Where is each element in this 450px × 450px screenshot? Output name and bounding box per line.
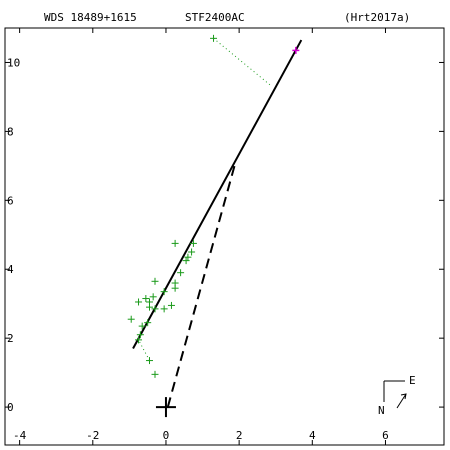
x-tick-label: -2 <box>86 429 99 442</box>
plot-border <box>4 27 445 446</box>
x-tick-label: 4 <box>309 429 316 442</box>
observation-point <box>171 279 179 287</box>
observation-point <box>188 248 196 256</box>
observation-point <box>138 322 146 330</box>
y-tick-label: 10 <box>7 56 20 69</box>
x-tick-label: 2 <box>236 429 243 442</box>
residual-links <box>138 37 273 361</box>
x-tick-label: -4 <box>13 429 27 442</box>
compass-north-label: N <box>378 404 385 417</box>
orbit-reference: (Hrt2017a) <box>344 11 410 24</box>
observation-point <box>171 239 179 247</box>
x-tick-label: 6 <box>382 429 389 442</box>
observation-point <box>189 239 197 247</box>
observation-point <box>135 298 143 306</box>
observation-point <box>151 370 159 378</box>
observation-point <box>177 269 185 277</box>
y-tick-label: 4 <box>7 263 14 276</box>
x-tick-label: 0 <box>163 429 170 442</box>
observation-point <box>160 305 168 313</box>
x-axis-ticks: -4 -2 0 2 4 6 <box>13 28 389 445</box>
last-observation-point <box>292 46 300 54</box>
observation-points <box>127 34 300 378</box>
wds-id: WDS 18489+1615 <box>44 11 137 24</box>
discoverer-designation: STF2400AC <box>185 11 245 24</box>
observation-point <box>136 331 144 339</box>
observation-point <box>146 298 154 306</box>
observation-point <box>127 315 135 323</box>
observation-point <box>160 288 168 296</box>
observation-point <box>146 357 154 365</box>
compass-east-label: E <box>409 374 416 387</box>
compass: N E <box>378 374 416 417</box>
y-axis-ticks: 0 2 4 6 8 10 <box>5 56 444 414</box>
plot-frame <box>4 27 445 446</box>
residual-link <box>213 37 273 87</box>
isolated-observation-point <box>210 34 218 42</box>
y-tick-label: 0 <box>7 401 14 414</box>
y-tick-label: 6 <box>7 194 14 207</box>
y-tick-label: 2 <box>7 332 14 345</box>
periastron-dashed-line <box>166 162 237 408</box>
y-tick-label: 8 <box>7 125 14 138</box>
observation-point <box>167 301 175 309</box>
observation-point <box>135 336 143 344</box>
observation-point <box>182 257 190 265</box>
observation-point <box>151 277 159 285</box>
motion-direction-arrow <box>396 393 407 409</box>
orbit-fit-line <box>132 39 303 349</box>
observation-point <box>142 295 150 303</box>
motion-arrow-head <box>400 393 407 400</box>
observation-point <box>151 305 159 313</box>
residual-link <box>138 339 150 361</box>
observation-point <box>144 319 152 327</box>
observation-point <box>184 253 192 261</box>
orbit-fit-lines <box>132 39 303 408</box>
primary-star-marker <box>155 397 176 418</box>
observation-point <box>149 293 157 301</box>
